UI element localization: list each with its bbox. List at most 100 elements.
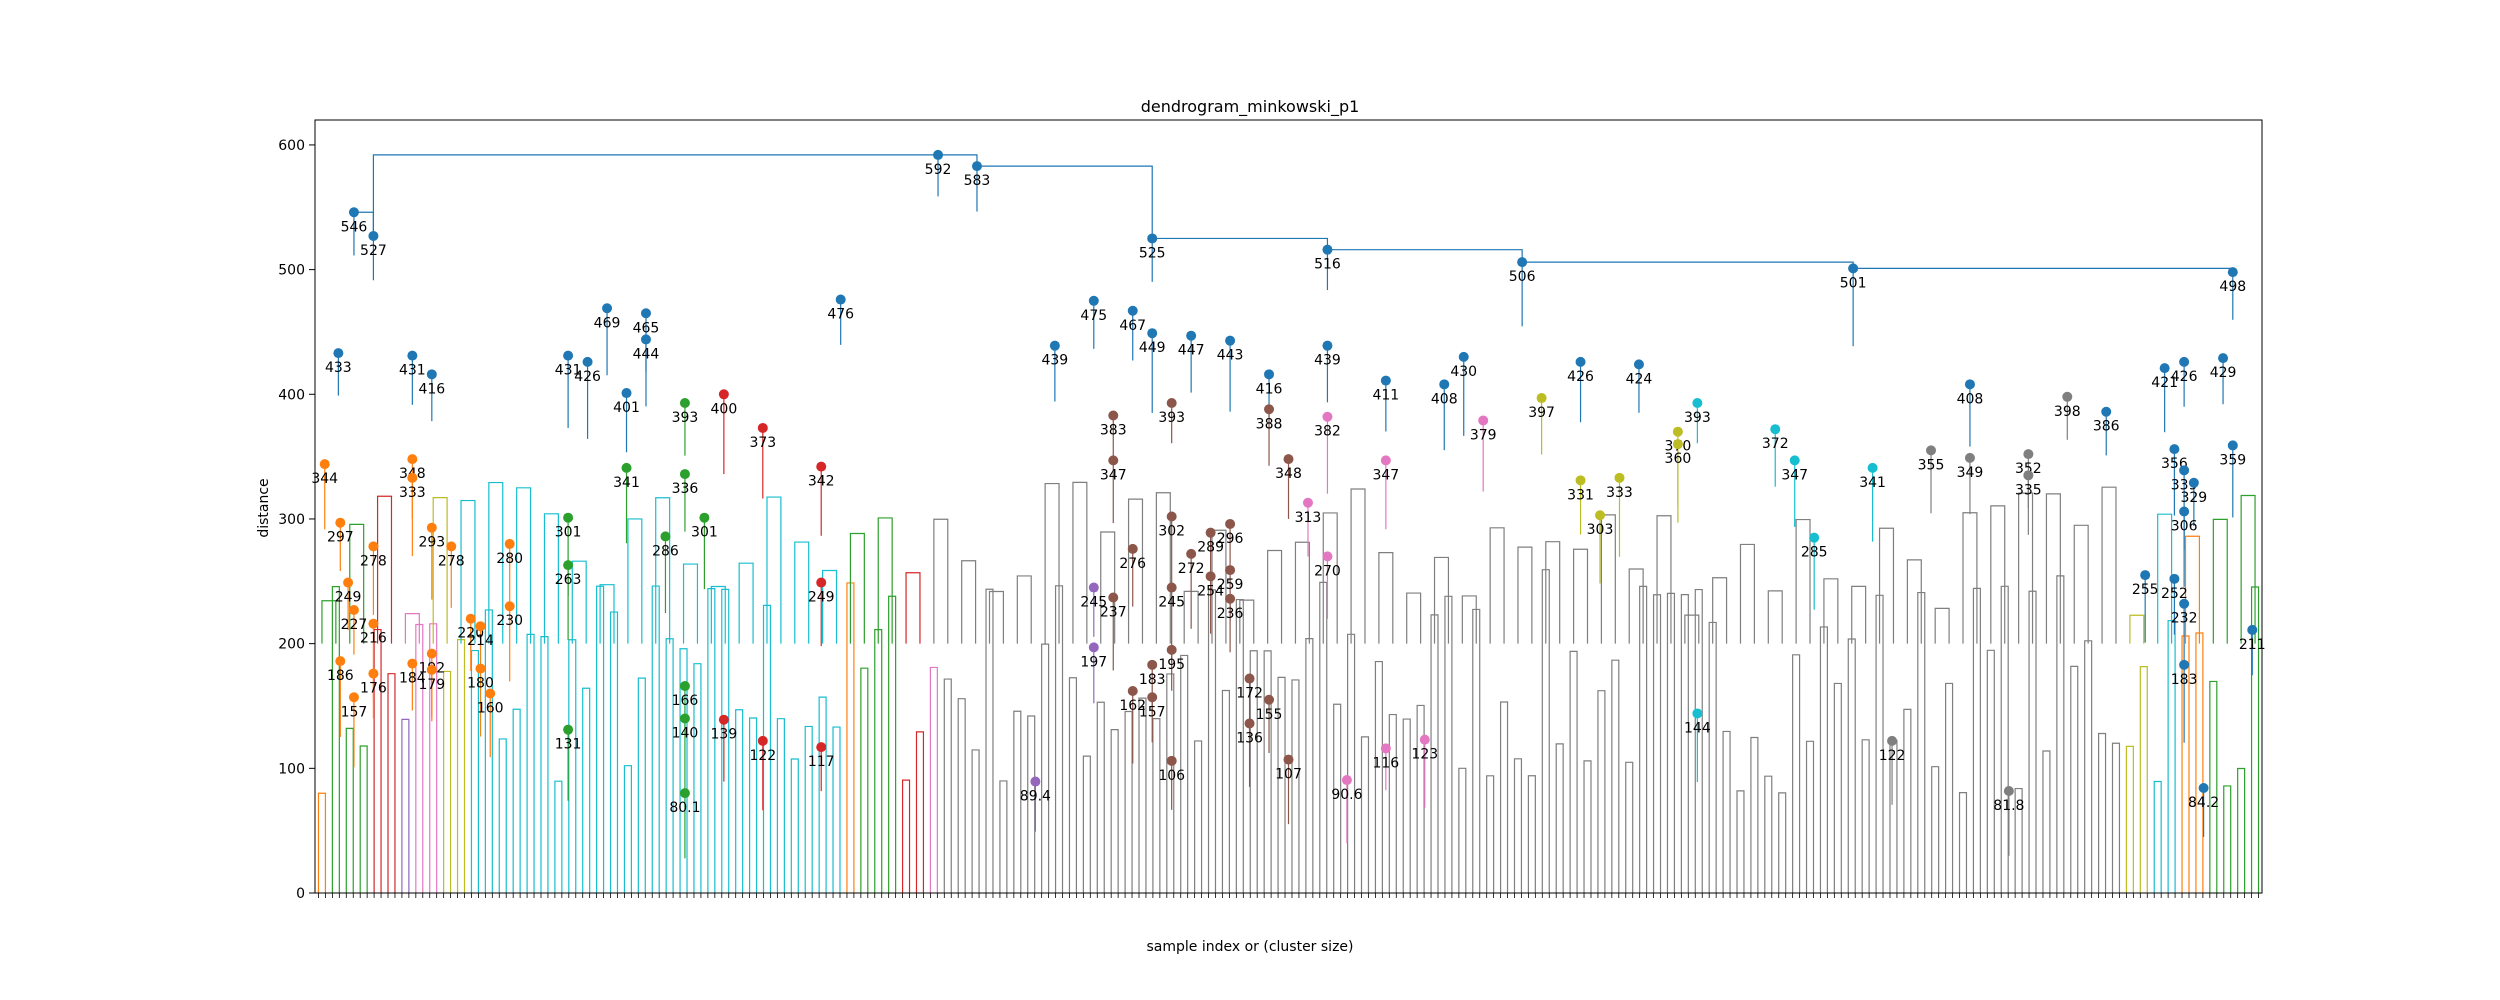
merge-node	[426, 369, 437, 380]
merge-node	[1264, 404, 1275, 415]
merge-label: 186	[327, 668, 354, 684]
leaf-link	[1861, 739, 1870, 893]
merge-node	[1848, 263, 1859, 274]
merge-label: 583	[964, 173, 991, 189]
merge-label: 285	[1801, 545, 1828, 561]
cluster-link	[1990, 505, 2006, 644]
cluster-link	[1739, 543, 1755, 644]
axes: 0 100 200 300 400 500 600	[278, 119, 2263, 902]
leaf-link	[1124, 710, 1133, 893]
merge-label: 341	[1859, 475, 1886, 491]
leaf-link	[2070, 665, 2079, 893]
cluster-link	[766, 496, 782, 644]
merge-node	[2159, 363, 2170, 374]
leaf-link	[790, 758, 799, 893]
leaf-link	[748, 717, 758, 893]
merge-label: 433	[325, 360, 352, 376]
leaf-link	[1277, 676, 1286, 893]
cluster-link	[543, 513, 559, 644]
merge-node	[699, 512, 710, 523]
dendrogram-links	[317, 154, 2260, 893]
leaf-link	[2139, 665, 2148, 893]
merge-node	[1108, 592, 1119, 603]
cluster-link	[1545, 541, 1561, 644]
leaf-link	[2042, 750, 2051, 893]
leaf-link	[1736, 790, 1745, 893]
merge-label: 344	[311, 471, 338, 487]
merge-label: 255	[2132, 582, 2159, 598]
merge-label: 249	[335, 590, 362, 606]
merge-node	[407, 658, 418, 669]
merge-label: 447	[1178, 343, 1205, 359]
cluster-link	[933, 518, 949, 644]
merge-label: 426	[1567, 369, 1594, 385]
merge-label: 252	[2161, 586, 2188, 602]
leaf-link	[1792, 654, 1801, 893]
leaf-link	[387, 673, 396, 893]
merge-label: 162	[1119, 698, 1146, 714]
merge-node	[1692, 708, 1703, 719]
merge-label: 341	[613, 475, 640, 491]
merge-label: 122	[1879, 748, 1906, 764]
merge-node	[2247, 624, 2258, 635]
cluster-link	[2129, 614, 2145, 644]
merge-node	[1166, 398, 1177, 409]
merge-node	[1244, 718, 1255, 729]
cluster-link	[1906, 559, 1922, 644]
merge-node	[1692, 398, 1703, 409]
merge-node	[2179, 356, 2190, 367]
merge-label: 157	[1139, 704, 1166, 720]
merge-label: 84.2	[2188, 795, 2219, 811]
merge-node	[602, 303, 613, 314]
merge-node	[757, 735, 768, 746]
merge-node	[1264, 369, 1275, 380]
leaf-link	[776, 718, 785, 893]
leaf-link	[1945, 682, 1954, 893]
merge-nodes: 592 583 546 527 525 516 506 501 498 476 475 469 467 4…	[311, 149, 2266, 816]
merge-node	[335, 656, 346, 667]
cluster-link	[1767, 590, 1783, 644]
leaf-link	[1625, 761, 1634, 893]
merge-node	[1575, 356, 1586, 367]
top-link	[1327, 249, 1523, 263]
merge-label: 449	[1139, 340, 1166, 356]
merge-node	[2179, 659, 2190, 670]
cluster-link	[1656, 515, 1672, 644]
merge-node	[1478, 415, 1489, 426]
merge-node	[1283, 754, 1294, 765]
leaf-link	[1041, 643, 1050, 893]
merge-label: 400	[711, 401, 738, 417]
merge-node	[679, 398, 690, 409]
leaf-link	[957, 698, 966, 893]
merge-node	[2179, 598, 2190, 609]
merge-node	[319, 459, 330, 470]
cluster-link	[1155, 492, 1171, 644]
leaf-link	[1778, 792, 1787, 893]
leaf-link	[693, 663, 702, 893]
leaf-link	[1819, 626, 1828, 893]
merge-label: 144	[1684, 720, 1711, 736]
merge-label: 214	[467, 633, 494, 649]
merge-label: 352	[2015, 461, 2042, 477]
merge-node	[1322, 411, 1333, 422]
merge-node	[475, 663, 486, 674]
merge-node	[1166, 755, 1177, 766]
merge-label: 184	[399, 671, 426, 687]
merge-node	[621, 388, 632, 399]
merge-node	[1964, 379, 1975, 390]
leaf-link	[1527, 775, 1536, 893]
merge-label: 426	[2171, 369, 2198, 385]
merge-node	[679, 713, 690, 724]
leaf-link	[818, 696, 827, 893]
merge-label: 89.4	[1020, 789, 1051, 805]
cluster-link	[1628, 568, 1644, 644]
merge-node	[640, 308, 651, 319]
leaf-link	[2014, 787, 2023, 893]
cluster-link	[1712, 577, 1728, 644]
merge-label: 237	[1100, 605, 1127, 621]
merge-label: 465	[633, 320, 660, 336]
merge-label: 347	[1781, 467, 1808, 483]
merge-node	[1964, 452, 1975, 463]
cluster-link	[1684, 614, 1700, 644]
leaf-link	[2223, 785, 2232, 893]
